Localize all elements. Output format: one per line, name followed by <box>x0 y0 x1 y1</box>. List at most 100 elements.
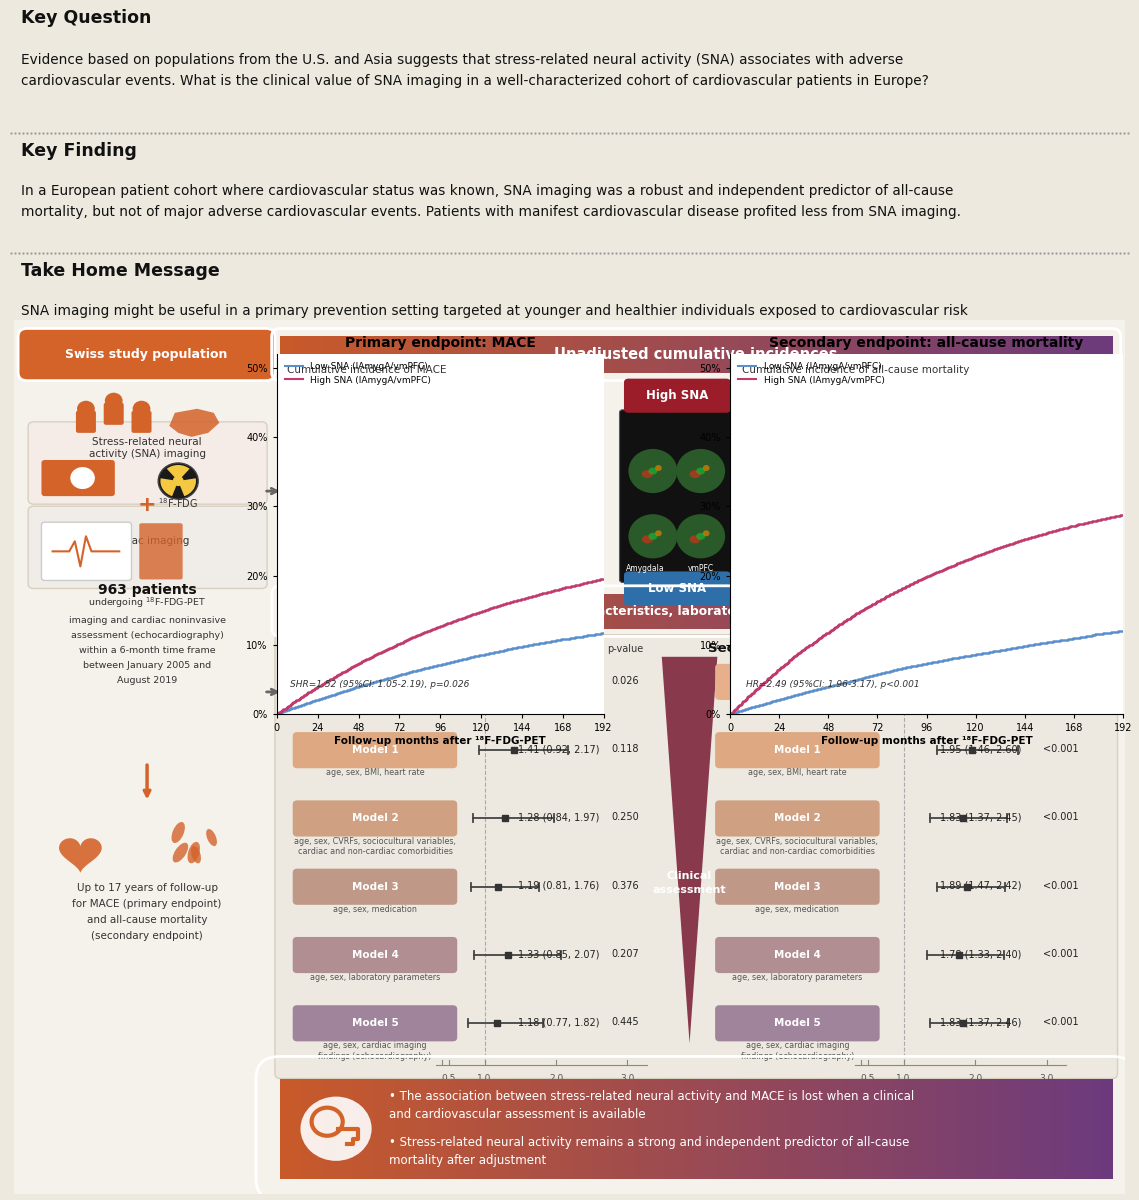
Text: 1.33 (0.85, 2.07): 1.33 (0.85, 2.07) <box>517 949 599 959</box>
Text: HR=2.49 (95%CI: 1.96-3.17), p<0.001: HR=2.49 (95%CI: 1.96-3.17), p<0.001 <box>746 679 919 689</box>
Bar <box>884 1079 895 1178</box>
Bar <box>849 594 863 629</box>
Bar <box>1101 1079 1113 1178</box>
Bar <box>862 594 877 629</box>
Text: 0.118: 0.118 <box>612 744 639 754</box>
FancyBboxPatch shape <box>274 635 1117 1079</box>
Bar <box>1039 1079 1051 1178</box>
Bar <box>294 336 310 373</box>
Text: undergoing $^{18}$F-FDG-PET: undergoing $^{18}$F-FDG-PET <box>88 595 206 610</box>
Bar <box>779 336 794 373</box>
Bar <box>793 336 809 373</box>
Bar <box>1008 1079 1019 1178</box>
Text: Swiss study population: Swiss study population <box>65 348 227 361</box>
Bar <box>686 1079 697 1178</box>
Text: 1.28 (0.84, 1.97): 1.28 (0.84, 1.97) <box>518 812 599 822</box>
Bar <box>543 594 559 629</box>
Polygon shape <box>662 656 718 1043</box>
FancyBboxPatch shape <box>18 329 274 380</box>
Text: Clinical
assessment: Clinical assessment <box>653 871 727 895</box>
Circle shape <box>629 514 678 558</box>
Text: High SNA: High SNA <box>646 389 708 402</box>
Text: 1.95 (1.46, 2.60): 1.95 (1.46, 2.60) <box>940 744 1022 754</box>
Text: Unadjusted cumulative incidences: Unadjusted cumulative incidences <box>555 347 838 362</box>
FancyBboxPatch shape <box>293 664 457 700</box>
Bar <box>1018 1079 1030 1178</box>
Bar <box>350 336 364 373</box>
Bar <box>613 594 628 629</box>
Text: Cumulative incidence of all-cause mortality: Cumulative incidence of all-cause mortal… <box>741 365 969 374</box>
Text: $^{18}$F-FDG: $^{18}$F-FDG <box>158 496 198 510</box>
Bar <box>613 1079 624 1178</box>
Bar <box>655 594 670 629</box>
Ellipse shape <box>188 842 200 863</box>
Bar <box>789 1079 801 1178</box>
Circle shape <box>677 514 726 558</box>
Bar <box>558 336 573 373</box>
Bar <box>1084 594 1099 629</box>
Ellipse shape <box>191 846 200 863</box>
Bar <box>585 336 600 373</box>
Text: Model 5: Model 5 <box>775 1019 821 1028</box>
Text: SNA imaging might be useful in a primary prevention setting targeted at younger : SNA imaging might be useful in a primary… <box>21 304 967 338</box>
Bar <box>872 1079 885 1178</box>
Text: Key Finding: Key Finding <box>21 142 137 160</box>
Text: activity (SNA) imaging: activity (SNA) imaging <box>89 449 205 458</box>
Text: Model 1: Model 1 <box>352 745 399 755</box>
Bar <box>682 594 697 629</box>
FancyBboxPatch shape <box>293 800 457 836</box>
Bar <box>1084 336 1099 373</box>
Text: Model 2: Model 2 <box>775 814 821 823</box>
Text: 1.18 (0.77, 1.82): 1.18 (0.77, 1.82) <box>517 1018 599 1027</box>
Bar <box>738 1079 749 1178</box>
Title: Primary endpoint: MACE: Primary endpoint: MACE <box>345 336 535 350</box>
FancyBboxPatch shape <box>715 732 879 768</box>
Bar <box>530 336 544 373</box>
Bar <box>779 1079 790 1178</box>
Bar <box>655 1079 666 1178</box>
FancyBboxPatch shape <box>293 732 457 768</box>
Text: Model 3: Model 3 <box>775 882 821 892</box>
Ellipse shape <box>206 829 216 846</box>
Text: Model 2: Model 2 <box>352 814 399 823</box>
FancyBboxPatch shape <box>28 422 268 504</box>
Bar <box>530 1079 541 1178</box>
Ellipse shape <box>641 470 653 478</box>
Bar <box>626 594 642 629</box>
Bar <box>808 336 822 373</box>
Bar <box>641 594 656 629</box>
Bar <box>416 1079 427 1178</box>
Bar <box>932 336 947 373</box>
FancyBboxPatch shape <box>28 506 268 588</box>
Bar <box>728 1079 739 1178</box>
Text: Up to 17 years of follow-up: Up to 17 years of follow-up <box>76 883 218 893</box>
Bar <box>336 336 351 373</box>
FancyBboxPatch shape <box>715 1006 879 1042</box>
Bar <box>1029 594 1043 629</box>
Text: Unadjusted: Unadjusted <box>342 677 409 686</box>
Bar <box>280 1079 292 1178</box>
Bar <box>572 1079 583 1178</box>
Bar <box>1098 594 1113 629</box>
Bar <box>613 336 628 373</box>
Text: Primary endpoint: MACE: Primary endpoint: MACE <box>355 642 539 655</box>
Bar <box>436 1079 448 1178</box>
Bar <box>446 336 461 373</box>
Polygon shape <box>170 409 220 437</box>
Ellipse shape <box>172 822 185 844</box>
Bar <box>363 336 378 373</box>
Bar <box>977 1079 989 1178</box>
Text: <0.001: <0.001 <box>1043 676 1079 686</box>
Text: age, sex, CVRFs, sociocultural variables,
cardiac and non-cardiac comorbidities: age, sex, CVRFs, sociocultural variables… <box>716 836 878 856</box>
Bar <box>599 594 614 629</box>
Text: SHR=1.52 (95%CI: 1.05-2.19), p=0.026: SHR=1.52 (95%CI: 1.05-2.19), p=0.026 <box>289 679 469 689</box>
Bar <box>752 594 767 629</box>
Bar <box>377 336 393 373</box>
Text: • The association between stress-related neural activity and MACE is lost when a: • The association between stress-related… <box>390 1090 915 1121</box>
Bar <box>623 1079 634 1178</box>
Bar <box>925 1079 936 1178</box>
Bar <box>793 594 809 629</box>
Bar <box>1071 594 1085 629</box>
Text: 1.0: 1.0 <box>477 1074 492 1082</box>
Bar <box>572 336 587 373</box>
